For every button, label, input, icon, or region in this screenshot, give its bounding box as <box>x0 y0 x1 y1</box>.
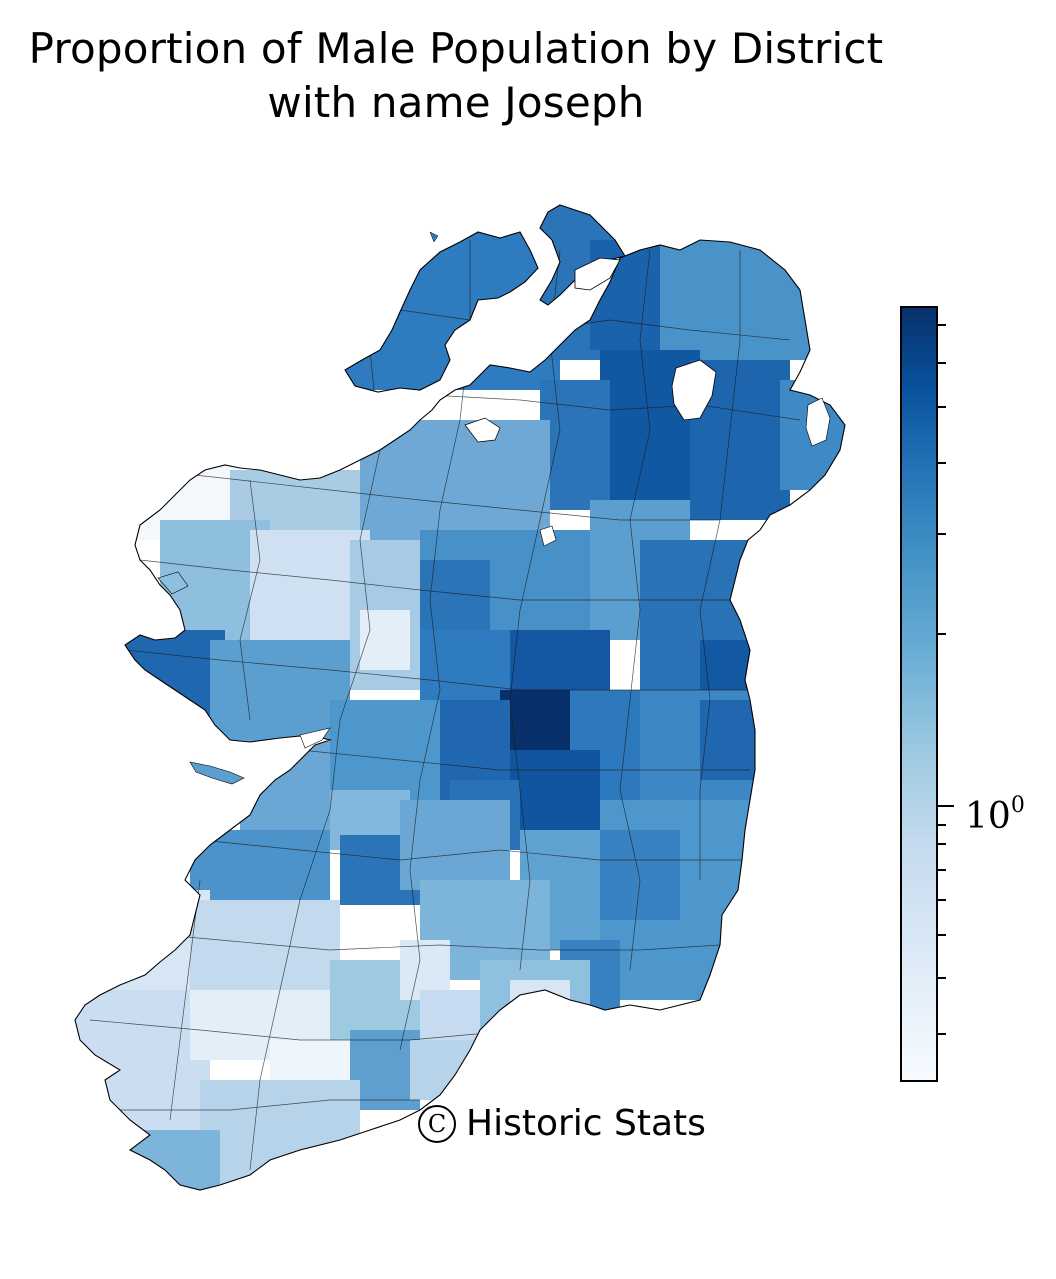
copyright-icon: C <box>418 1105 456 1143</box>
region-youghal <box>410 1040 480 1100</box>
lough-foyle <box>574 257 621 291</box>
region-west-cork <box>200 1080 360 1190</box>
coastline <box>74 204 846 1191</box>
colorbar-gradient <box>902 308 936 1080</box>
title-line-1: Proportion of Male Population by Distric… <box>28 24 884 73</box>
region-carlow <box>600 830 680 920</box>
region-north-west-ulster <box>300 205 560 390</box>
tick-exponent: 0 <box>1010 793 1025 818</box>
aran-islands <box>189 761 245 785</box>
region-waterford <box>480 960 590 1040</box>
achill-island <box>157 571 189 595</box>
tory-island <box>429 231 439 243</box>
region-roscommon-light <box>360 610 410 670</box>
lough-ree <box>539 525 557 547</box>
region-tipperary <box>400 800 510 890</box>
region-kerry-north <box>190 830 330 910</box>
region-dungarvan <box>510 980 570 1020</box>
title-line-2: with name Joseph <box>267 78 645 127</box>
strangford-lough <box>805 397 831 447</box>
region-darkest-district <box>500 690 580 760</box>
region-cork-city <box>350 1030 420 1110</box>
region-kerry-central <box>190 900 340 990</box>
chart-title: Proportion of Male Population by Distric… <box>0 22 912 130</box>
watermark: C Historic Stats <box>418 1102 706 1146</box>
region-longford <box>420 560 490 640</box>
region-dublin-south <box>700 700 760 780</box>
lough-erne <box>464 417 501 443</box>
region-beara <box>120 1130 220 1190</box>
colorbar-tick-label: 100 <box>965 786 1025 837</box>
colorbar <box>900 306 938 1082</box>
region-tyrone <box>540 380 610 510</box>
tick-base: 10 <box>965 796 1011 837</box>
lough-neagh <box>671 359 717 421</box>
region-dingle <box>75 890 210 1000</box>
watermark-text: Historic Stats <box>466 1103 706 1144</box>
region-westmeath <box>420 630 520 700</box>
shannon-estuary <box>299 727 331 749</box>
region-north-central <box>590 240 670 350</box>
